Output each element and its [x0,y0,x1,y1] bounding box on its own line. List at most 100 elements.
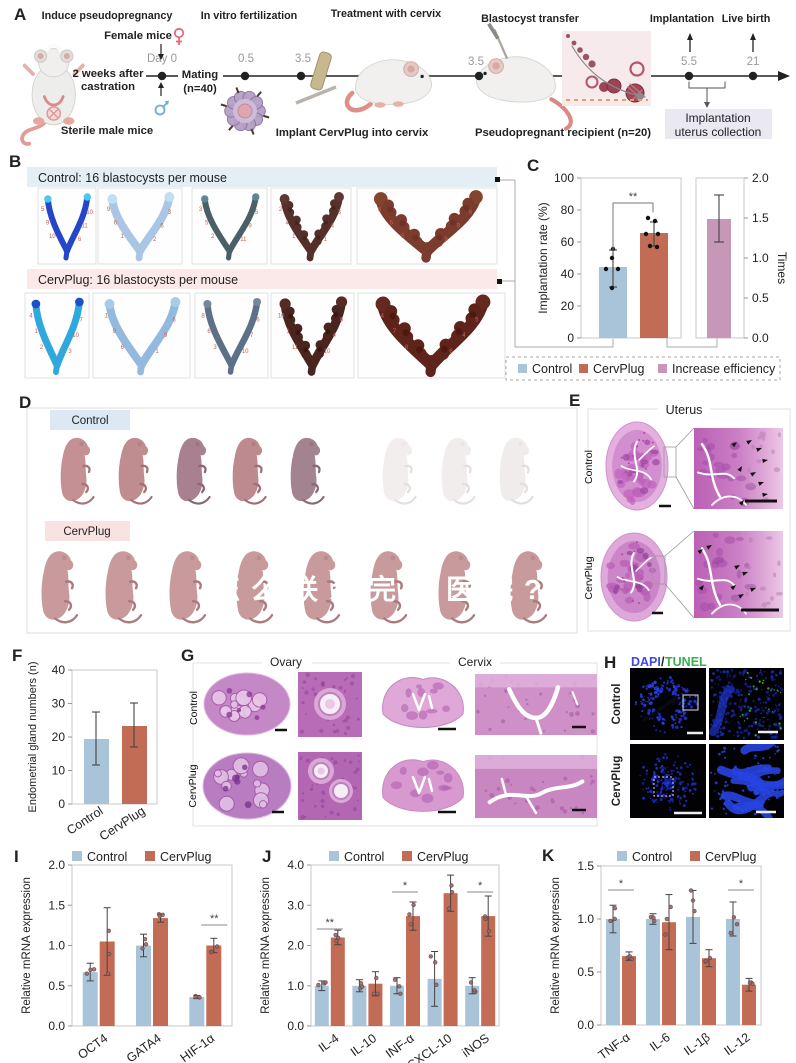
svg-text:40: 40 [52,663,66,677]
svg-text:0.0: 0.0 [577,1018,594,1032]
svg-text:(n=40): (n=40) [183,83,217,95]
svg-text:E: E [569,391,580,410]
svg-text:7: 7 [80,317,84,323]
svg-text:TNF-α: TNF-α [596,1030,633,1062]
svg-text:Cervix: Cervix [458,655,492,669]
svg-text:5: 5 [475,317,479,323]
svg-text:9: 9 [164,333,168,339]
svg-text:20: 20 [561,299,575,313]
svg-text:9: 9 [113,329,117,335]
svg-text:HIF-1α: HIF-1α [178,1031,217,1063]
svg-text:6: 6 [160,223,164,229]
svg-text:G: G [181,646,194,665]
svg-text:Female mice: Female mice [104,30,172,42]
svg-text:1.5: 1.5 [48,898,65,912]
svg-text:Uterus: Uterus [666,403,703,417]
svg-text:Control: Control [87,850,127,864]
svg-text:3.5: 3.5 [468,56,484,68]
svg-text:Control: Control [344,850,384,864]
svg-text:1.0: 1.0 [287,979,304,993]
svg-text:/: / [661,655,665,669]
svg-text:4: 4 [29,313,33,319]
svg-text:4: 4 [331,223,335,229]
svg-text:3.0: 3.0 [287,898,304,912]
svg-text:60: 60 [561,235,575,249]
svg-text:D: D [19,393,31,412]
svg-text:80: 80 [561,203,575,217]
svg-text:1.0: 1.0 [577,912,594,926]
svg-text:怎么联系完美医院?: 怎么联系完美医院? [212,573,552,605]
svg-text:IL-10: IL-10 [348,1031,379,1059]
svg-text:**: ** [629,191,638,203]
svg-text:4: 4 [333,333,337,339]
svg-text:Control: Control [611,684,623,725]
svg-text:7: 7 [393,329,397,335]
svg-text:0.5: 0.5 [752,291,769,305]
svg-text:0.0: 0.0 [287,1019,304,1033]
svg-text:5: 5 [401,234,405,240]
svg-text:*: * [619,878,624,890]
svg-text:Blastocyst transfer: Blastocyst transfer [481,13,580,25]
svg-text:Control: Control [583,450,595,484]
svg-text:uterus collection: uterus collection [675,125,762,139]
svg-text:8: 8 [378,207,382,213]
svg-text:Day 0: Day 0 [147,53,177,65]
svg-text:IL-12: IL-12 [721,1030,752,1058]
svg-text:iNOS: iNOS [460,1031,492,1060]
svg-text:C: C [527,156,539,175]
svg-text:A: A [14,5,26,24]
svg-text:DAPI: DAPI [631,655,661,669]
svg-text:0.0: 0.0 [48,1019,65,1033]
svg-text:1: 1 [121,234,125,240]
svg-text:40: 40 [561,267,575,281]
svg-text:4: 4 [462,333,466,339]
svg-text:21: 21 [747,56,760,68]
svg-text:9: 9 [46,221,50,227]
svg-text:8: 8 [405,345,409,351]
svg-text:castration: castration [81,81,135,93]
svg-text:2.0: 2.0 [287,939,304,953]
svg-text:2: 2 [40,345,44,351]
svg-text:Control: 16 blastocysts per mo: Control: 16 blastocysts per mouse [38,171,227,185]
svg-text:3: 3 [68,349,72,355]
svg-text:3: 3 [213,345,217,351]
svg-text:2: 2 [153,237,157,243]
svg-text:1.0: 1.0 [752,251,769,265]
svg-text:Relative mRNA expression: Relative mRNA expression [21,877,33,1014]
svg-text:1: 1 [35,329,39,335]
svg-text:K: K [542,846,555,865]
svg-text:5: 5 [255,210,259,216]
svg-text:CXCL-10: CXCL-10 [405,1031,455,1063]
svg-text:TUNEL: TUNEL [665,655,707,669]
svg-text:5: 5 [41,207,45,213]
svg-text:10: 10 [86,210,93,216]
svg-text:J: J [262,847,271,866]
svg-text:6: 6 [78,237,82,243]
svg-text:9: 9 [248,223,252,229]
svg-text:9: 9 [457,223,461,229]
svg-text:Induce pseudopregnancy: Induce pseudopregnancy [42,10,173,22]
svg-text:CervPlug: CervPlug [593,362,644,376]
svg-text:CervPlug: CervPlug [97,804,148,844]
svg-text:IL-1β: IL-1β [681,1030,712,1058]
svg-text:Control: Control [188,691,200,725]
svg-text:10: 10 [278,313,285,319]
svg-text:2: 2 [279,207,283,213]
svg-text:1.5: 1.5 [577,859,594,873]
svg-text:0.5: 0.5 [48,979,65,993]
svg-text:Control: Control [532,362,572,376]
svg-text:CervPlug: CervPlug [705,850,756,864]
svg-text:CervPlug: CervPlug [611,756,623,807]
svg-text:Treatment with cervix: Treatment with cervix [331,8,441,20]
svg-text:CervPlug: CervPlug [583,556,595,599]
svg-text:0: 0 [567,331,574,345]
svg-text:**: ** [326,917,335,929]
svg-text:5: 5 [205,221,209,227]
svg-text:IL-4: IL-4 [316,1031,342,1055]
svg-text:1: 1 [286,329,290,335]
svg-text:6: 6 [172,317,176,323]
svg-text:100: 100 [554,171,574,185]
svg-text:Implantation: Implantation [685,111,750,125]
svg-text:0: 0 [58,797,65,811]
svg-text:6: 6 [256,317,260,323]
